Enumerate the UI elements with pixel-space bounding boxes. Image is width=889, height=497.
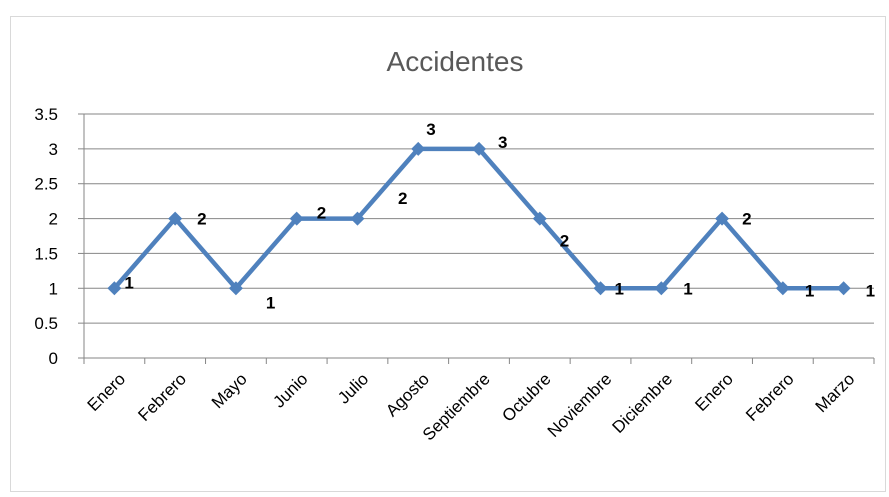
chart-frame (10, 16, 886, 492)
y-axis-ticks: 0 0.5 1 1.5 2 2.5 3 3.5 (34, 105, 84, 368)
data-labels: 1 2 1 2 2 3 3 2 1 1 2 1 1 (124, 120, 875, 312)
data-point-marker (775, 281, 790, 296)
data-label: 2 (398, 189, 407, 208)
data-label: 1 (805, 281, 814, 300)
data-label: 2 (317, 204, 326, 223)
data-point-marker (107, 281, 122, 296)
data-point-marker (532, 211, 547, 226)
x-tick-label: Junio (269, 369, 311, 411)
x-tick-label: Julio (334, 369, 372, 407)
data-point-marker (654, 281, 669, 296)
x-tick-label: Enero (84, 369, 130, 415)
data-point-marker (472, 141, 486, 156)
data-point-marker (411, 141, 426, 156)
x-tick-label: Agosto (382, 369, 433, 420)
data-label: 1 (683, 279, 692, 298)
x-axis-ticks: Enero Febrero Mayo Junio Julio AgostoSeptiemb… (83, 358, 875, 444)
data-point-marker (593, 281, 608, 296)
data-point-marker (289, 211, 304, 226)
axes (83, 114, 874, 359)
x-tick-label: Enero (691, 369, 737, 415)
data-point-marker (350, 211, 365, 226)
data-label: 1 (266, 293, 275, 312)
x-tick-label: Mayo (208, 369, 251, 412)
x-tick-label: Febrero (742, 369, 798, 425)
y-tick-label: 3 (49, 140, 58, 159)
data-point-marker (836, 281, 851, 296)
y-tick-label: 0 (49, 349, 58, 368)
data-label: 1 (615, 279, 624, 298)
y-tick-label: 2 (49, 210, 58, 229)
x-tick-label: Febrero (134, 369, 190, 425)
data-point-marker (168, 211, 183, 226)
x-tick-label: Diciembre (609, 369, 677, 437)
y-tick-label: 1 (49, 279, 58, 298)
data-label: 1 (124, 273, 133, 292)
x-tick-label: Octubre (498, 369, 554, 425)
data-point-marker (715, 211, 730, 226)
y-tick-label: 3.5 (34, 105, 58, 124)
data-label: 1 (866, 281, 875, 300)
y-tick-label: 1.5 (34, 244, 58, 263)
x-tick-label: Noviembre (544, 369, 616, 441)
series-markers (107, 141, 851, 296)
data-label: 2 (742, 210, 751, 229)
chart-title: Accidentes (387, 46, 524, 77)
y-tick-label: 2.5 (34, 175, 58, 194)
data-label: 2 (197, 210, 206, 229)
data-label: 3 (498, 133, 507, 152)
x-tick-label: Marzo (812, 369, 859, 416)
data-label: 3 (426, 120, 435, 139)
y-tick-label: 0.5 (34, 314, 58, 333)
data-point-marker (228, 281, 243, 296)
data-label: 2 (560, 232, 569, 251)
